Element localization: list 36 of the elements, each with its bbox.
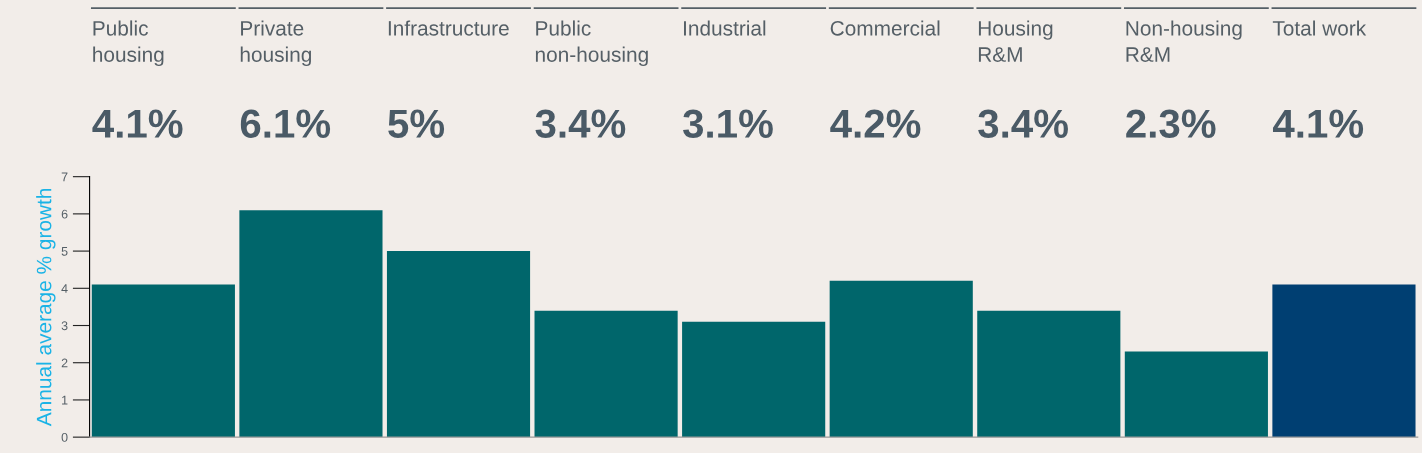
x-tick-label: Private housing <box>240 20 312 67</box>
x-tick-label: Public non-housing <box>535 20 648 67</box>
y-axis-title: Annual average % growth <box>36 188 56 427</box>
text: 4.1% <box>92 109 183 138</box>
text: 3.4% <box>535 109 626 139</box>
y-tick-label: 6 <box>61 209 68 219</box>
text: 4.2% <box>830 109 921 138</box>
bar <box>829 280 973 438</box>
y-tick-label: 4 <box>61 284 68 293</box>
y-tick-label: 7 <box>61 172 68 182</box>
x-tick-label: Public housing <box>93 20 164 67</box>
bar <box>682 321 826 438</box>
text: 6.1% <box>240 109 331 138</box>
x-tick-label: Housing R&M <box>978 20 1053 62</box>
text: 3.1% <box>683 109 773 139</box>
x-tick-label: Total work <box>1272 20 1367 36</box>
x-tick-label: Industrial <box>684 20 766 36</box>
bar <box>91 284 235 438</box>
x-tick-label: Commercial <box>830 20 940 36</box>
bar <box>977 310 1121 438</box>
x-tick-label: Non-housing R&M <box>1126 20 1242 62</box>
bar <box>239 210 383 438</box>
text: 4.1% <box>1272 109 1364 138</box>
y-tick-label: 1 <box>62 395 68 405</box>
text: 5% <box>388 109 445 138</box>
x-tick-label: Infrastructure <box>388 20 509 36</box>
bar <box>534 310 678 438</box>
text: 2.3% <box>1126 109 1216 139</box>
bar <box>386 251 531 438</box>
bar <box>1124 351 1268 438</box>
bar <box>1272 284 1416 438</box>
y-tick-label: 0 <box>61 432 68 442</box>
text: 3.4% <box>978 109 1068 139</box>
y-tick-label: 2 <box>61 358 68 368</box>
y-tick-label: 3 <box>61 321 68 331</box>
y-tick-label: 5 <box>61 247 68 256</box>
